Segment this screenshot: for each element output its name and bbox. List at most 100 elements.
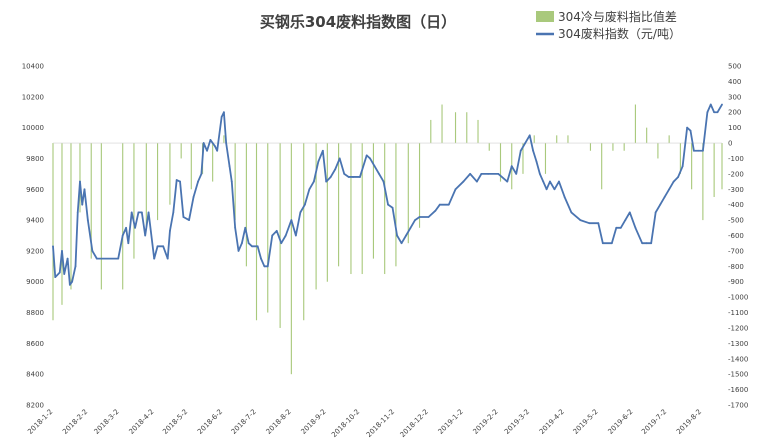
- index-point: [223, 111, 225, 114]
- index-point: [709, 103, 712, 106]
- index-point: [312, 180, 315, 183]
- index-point: [86, 219, 89, 221]
- difference-bar: [589, 143, 592, 151]
- x-axis: 2018-1-2 2018-2-2 2018-3-2 2018-4-2 2018-5-2…: [26, 408, 703, 439]
- index-point: [197, 180, 199, 183]
- right-tick-label: -1200: [728, 324, 748, 332]
- x-tick-label: 2018-11-2: [365, 408, 396, 439]
- difference-bar: [267, 143, 269, 313]
- index-point: [58, 271, 61, 274]
- left-tick-label: 10000: [22, 124, 44, 132]
- index-point: [162, 245, 165, 248]
- left-tick-label: 9600: [26, 186, 44, 194]
- difference-bar: [90, 143, 92, 259]
- index-point: [66, 257, 69, 260]
- x-tick-label: 2019-2-2: [472, 408, 500, 436]
- index-point: [545, 188, 548, 191]
- difference-bar: [350, 143, 352, 275]
- x-tick-label: 2019-8-2: [675, 408, 703, 436]
- index-point: [549, 180, 551, 183]
- index-point: [256, 245, 259, 248]
- index-point: [427, 216, 430, 218]
- index-point: [454, 188, 457, 191]
- index-point: [266, 265, 269, 268]
- difference-bar: [70, 143, 72, 290]
- index-point: [462, 180, 465, 183]
- right-tick-label: -700: [728, 247, 744, 255]
- index-point: [175, 179, 178, 181]
- index-point: [280, 242, 283, 245]
- right-tick-label: 100: [728, 124, 741, 132]
- index-point: [535, 160, 538, 163]
- index-point: [188, 219, 190, 221]
- index-point: [329, 176, 332, 178]
- difference-bar: [713, 143, 715, 197]
- index-point: [405, 234, 407, 237]
- index-point: [134, 226, 136, 229]
- difference-bar: [133, 143, 135, 259]
- difference-bar: [418, 143, 421, 228]
- index-point: [343, 172, 346, 175]
- difference-bar: [245, 143, 247, 267]
- x-tick-label: 2018-6-2: [196, 408, 224, 436]
- index-point: [74, 265, 77, 268]
- index-point: [182, 216, 185, 218]
- index-point: [61, 250, 63, 252]
- index-point: [247, 242, 250, 245]
- difference-bar: [556, 135, 558, 144]
- difference-bar: [52, 143, 54, 321]
- x-tick-label: 2018-3-2: [93, 408, 121, 436]
- index-point: [524, 142, 527, 144]
- difference-bar: [679, 143, 681, 174]
- difference-bar: [691, 143, 693, 190]
- index-point: [230, 180, 233, 183]
- index-point: [79, 180, 81, 183]
- index-point: [615, 226, 618, 229]
- difference-bar: [122, 143, 124, 290]
- difference-bar: [372, 143, 374, 259]
- difference-bar: [315, 143, 317, 290]
- x-tick-label: 2018-12-2: [399, 408, 430, 439]
- difference-bar: [430, 119, 432, 144]
- index-point: [369, 157, 371, 160]
- index-point: [130, 211, 133, 214]
- index-point: [202, 142, 205, 144]
- chart-title: 买钢乐304废料指数图（日）: [260, 13, 456, 31]
- index-point: [506, 180, 509, 183]
- index-point: [260, 257, 262, 260]
- difference-bar: [646, 127, 648, 144]
- difference-bar: [702, 143, 704, 221]
- index-point: [610, 242, 613, 245]
- index-point: [303, 203, 306, 206]
- index-point: [414, 219, 416, 221]
- index-point: [127, 242, 130, 245]
- index-point: [480, 172, 483, 175]
- x-tick-label: 2019-4-2: [538, 408, 566, 436]
- index-point: [628, 211, 631, 214]
- index-point: [71, 280, 74, 283]
- index-point: [121, 234, 124, 237]
- index-point: [532, 149, 535, 152]
- index-point: [228, 165, 231, 168]
- difference-bar: [522, 143, 524, 174]
- index-point: [387, 203, 389, 206]
- index-point: [624, 219, 627, 221]
- difference-bar: [169, 143, 171, 205]
- difference-bar: [157, 143, 159, 221]
- index-point: [716, 111, 719, 114]
- index-point: [192, 196, 195, 198]
- index-point: [271, 234, 274, 237]
- index-point: [147, 211, 150, 214]
- index-point: [645, 242, 648, 245]
- right-tick-label: -1300: [728, 340, 748, 348]
- right-tick-label: 500: [728, 63, 741, 71]
- difference-bar: [180, 143, 182, 159]
- index-point: [81, 203, 84, 206]
- left-tick-label: 10400: [22, 63, 44, 71]
- x-tick-label: 2018-1-2: [26, 408, 54, 436]
- difference-bar: [466, 112, 468, 144]
- index-point: [475, 180, 478, 183]
- left-tick-label: 9800: [26, 155, 44, 163]
- x-tick-label: 2019-6-2: [606, 408, 634, 436]
- x-tick-label: 2018-2-2: [61, 408, 89, 436]
